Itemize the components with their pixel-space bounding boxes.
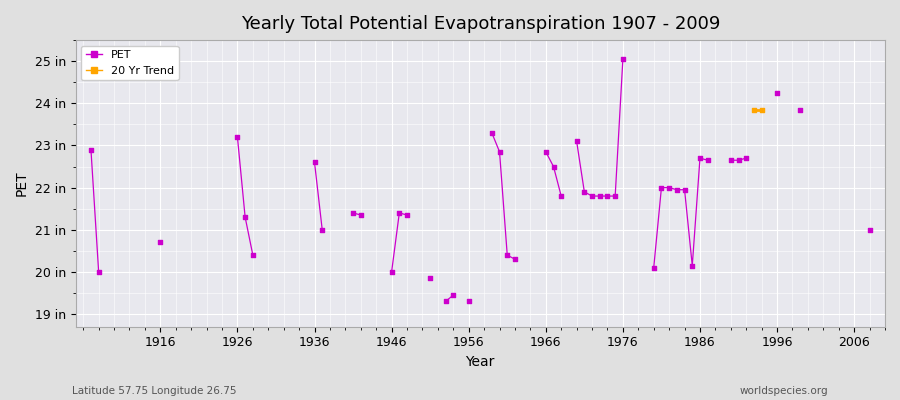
- Point: [700, 157, 715, 164]
- Point: [654, 184, 669, 191]
- Point: [793, 106, 807, 113]
- Point: [585, 193, 599, 199]
- Point: [600, 193, 615, 199]
- Point: [500, 252, 515, 258]
- Point: [862, 226, 877, 233]
- Text: Latitude 57.75 Longitude 26.75: Latitude 57.75 Longitude 26.75: [72, 386, 237, 396]
- Point: [685, 262, 699, 269]
- Text: worldspecies.org: worldspecies.org: [740, 386, 828, 396]
- Point: [546, 163, 561, 170]
- Point: [230, 134, 245, 140]
- Y-axis label: PET: PET: [15, 171, 29, 196]
- Point: [92, 269, 106, 275]
- Point: [662, 184, 676, 191]
- Point: [508, 256, 522, 262]
- Point: [732, 157, 746, 164]
- X-axis label: Year: Year: [465, 355, 495, 369]
- Point: [438, 298, 453, 305]
- Point: [770, 90, 784, 96]
- Point: [592, 193, 607, 199]
- Point: [84, 146, 98, 153]
- Point: [307, 159, 321, 166]
- Point: [616, 56, 630, 62]
- Title: Yearly Total Potential Evapotranspiration 1907 - 2009: Yearly Total Potential Evapotranspiratio…: [240, 15, 720, 33]
- Point: [577, 189, 591, 195]
- Point: [423, 275, 437, 282]
- Point: [153, 239, 167, 246]
- Point: [238, 214, 252, 220]
- Point: [747, 106, 761, 113]
- Point: [754, 106, 769, 113]
- Legend: PET, 20 Yr Trend: PET, 20 Yr Trend: [81, 46, 179, 80]
- Point: [554, 193, 569, 199]
- Point: [384, 269, 399, 275]
- Point: [608, 193, 623, 199]
- Point: [446, 292, 461, 298]
- Point: [346, 210, 360, 216]
- Point: [462, 298, 476, 305]
- Point: [354, 212, 368, 218]
- Point: [646, 264, 661, 271]
- Point: [570, 138, 584, 144]
- Point: [739, 155, 753, 161]
- Point: [392, 210, 407, 216]
- Point: [484, 130, 499, 136]
- Point: [315, 226, 329, 233]
- Point: [400, 212, 414, 218]
- Point: [693, 155, 707, 161]
- Point: [678, 186, 692, 193]
- Point: [492, 149, 507, 155]
- Point: [724, 157, 738, 164]
- Point: [246, 252, 260, 258]
- Point: [538, 149, 553, 155]
- Point: [670, 186, 684, 193]
